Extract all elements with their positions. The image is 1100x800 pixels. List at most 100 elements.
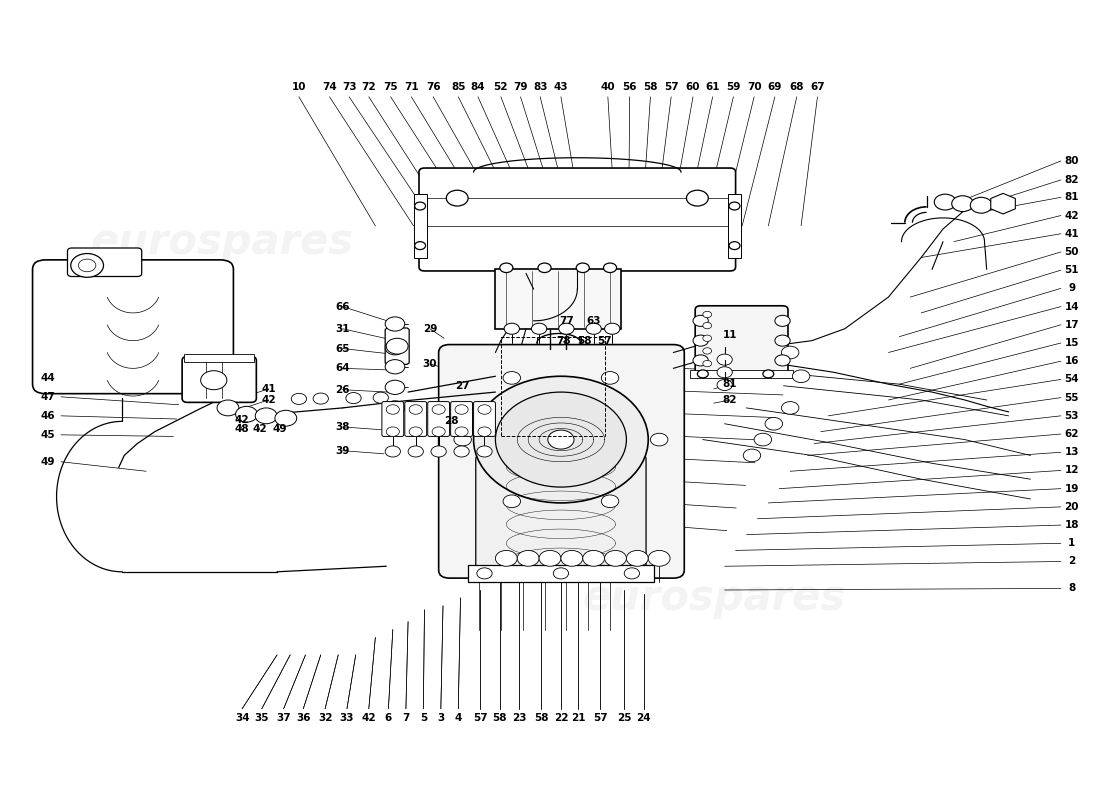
Text: 36: 36 [296, 714, 310, 723]
Circle shape [447, 190, 469, 206]
Circle shape [970, 198, 992, 213]
Text: 16: 16 [1065, 356, 1079, 366]
Circle shape [602, 371, 619, 384]
Text: 15: 15 [1065, 338, 1079, 348]
Text: 6: 6 [385, 714, 392, 723]
Circle shape [455, 427, 469, 437]
Circle shape [626, 550, 648, 566]
Circle shape [744, 449, 761, 462]
Circle shape [766, 418, 782, 430]
Text: 85: 85 [451, 82, 465, 92]
Circle shape [602, 495, 619, 508]
Text: 75: 75 [383, 82, 398, 92]
Circle shape [693, 355, 708, 366]
Circle shape [431, 446, 447, 457]
Circle shape [729, 202, 740, 210]
Circle shape [454, 446, 470, 457]
FancyBboxPatch shape [474, 402, 495, 437]
Circle shape [648, 550, 670, 566]
Text: 57: 57 [473, 714, 487, 723]
Circle shape [703, 361, 712, 366]
Text: 13: 13 [1065, 447, 1079, 458]
Circle shape [755, 434, 771, 446]
Text: 42: 42 [234, 414, 250, 425]
Circle shape [553, 568, 569, 579]
Circle shape [774, 355, 790, 366]
Text: 29: 29 [422, 324, 437, 334]
Text: 12: 12 [1065, 466, 1079, 475]
Text: 78: 78 [556, 337, 571, 346]
Text: 44: 44 [41, 373, 55, 383]
Circle shape [539, 550, 561, 566]
Text: 79: 79 [514, 82, 528, 92]
Circle shape [477, 405, 491, 414]
Text: 3: 3 [437, 714, 444, 723]
Text: 42: 42 [261, 395, 276, 405]
Text: 41: 41 [1065, 229, 1079, 238]
Text: 31: 31 [336, 324, 350, 334]
Circle shape [503, 495, 520, 508]
Circle shape [409, 405, 422, 414]
Circle shape [781, 346, 799, 359]
Text: 58: 58 [493, 714, 507, 723]
Circle shape [583, 550, 605, 566]
Circle shape [538, 263, 551, 273]
Text: 58: 58 [644, 82, 658, 92]
Text: 51: 51 [1065, 265, 1079, 275]
Circle shape [703, 335, 712, 342]
Circle shape [235, 406, 257, 422]
Text: 39: 39 [336, 446, 350, 456]
FancyBboxPatch shape [495, 270, 621, 329]
Circle shape [292, 394, 307, 405]
Text: 28: 28 [444, 415, 459, 426]
Text: 21: 21 [571, 714, 585, 723]
Circle shape [703, 348, 712, 354]
Text: 59: 59 [726, 82, 740, 92]
Circle shape [432, 427, 446, 437]
Text: 42: 42 [252, 424, 267, 434]
Text: 81: 81 [1065, 192, 1079, 202]
FancyBboxPatch shape [385, 328, 409, 364]
Circle shape [717, 379, 733, 390]
Text: 41: 41 [261, 384, 276, 394]
Text: 57: 57 [664, 82, 679, 92]
Circle shape [474, 376, 648, 503]
Circle shape [604, 263, 617, 273]
Circle shape [385, 317, 405, 331]
Circle shape [499, 263, 513, 273]
Text: 72: 72 [362, 82, 376, 92]
Text: 35: 35 [254, 714, 270, 723]
Circle shape [432, 405, 446, 414]
Circle shape [217, 400, 239, 416]
Text: 9: 9 [1068, 283, 1076, 294]
Circle shape [409, 427, 422, 437]
FancyBboxPatch shape [428, 402, 450, 437]
Circle shape [385, 446, 400, 457]
Text: 65: 65 [336, 343, 350, 354]
Circle shape [386, 427, 399, 437]
Text: 57: 57 [593, 714, 607, 723]
Text: 27: 27 [455, 381, 470, 390]
Text: 48: 48 [234, 424, 250, 434]
Text: 55: 55 [1065, 393, 1079, 402]
Text: eurospares: eurospares [582, 577, 845, 619]
Circle shape [717, 366, 733, 378]
Circle shape [934, 194, 956, 210]
Text: 56: 56 [623, 82, 637, 92]
Circle shape [503, 371, 520, 384]
Circle shape [455, 405, 469, 414]
Circle shape [693, 335, 708, 346]
Circle shape [792, 370, 810, 382]
Text: 49: 49 [272, 424, 286, 434]
Circle shape [703, 322, 712, 329]
Text: 57: 57 [597, 337, 612, 346]
Circle shape [408, 446, 424, 457]
Circle shape [386, 338, 408, 354]
FancyBboxPatch shape [439, 345, 684, 578]
Text: 49: 49 [41, 457, 55, 466]
Text: 58: 58 [534, 714, 549, 723]
FancyBboxPatch shape [382, 402, 404, 437]
Text: 17: 17 [1065, 320, 1079, 330]
Text: 2: 2 [1068, 557, 1076, 566]
Text: 42: 42 [1065, 210, 1079, 221]
